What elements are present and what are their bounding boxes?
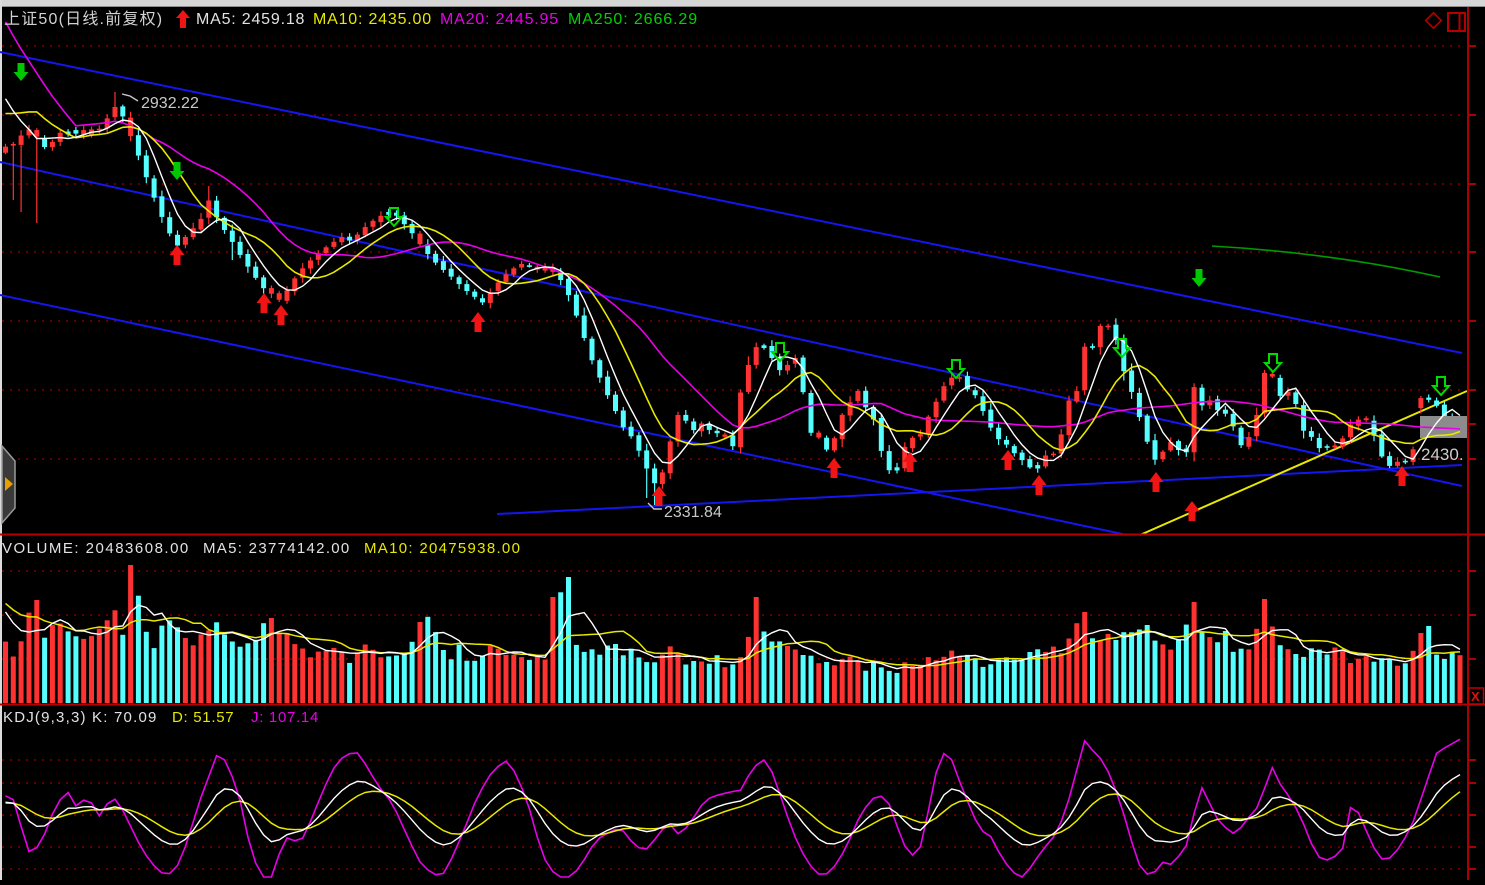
svg-text:2430.: 2430. [1421,445,1464,464]
svg-text:MA5: 23774142.00: MA5: 23774142.00 [203,540,351,557]
svg-text:2932.22: 2932.22 [141,95,199,112]
svg-text:2331.84: 2331.84 [664,504,722,521]
svg-text:VOLUME: 20483608.00: VOLUME: 20483608.00 [2,540,190,557]
svg-text:D: 51.57: D: 51.57 [172,709,234,726]
svg-text:J: 107.14: J: 107.14 [251,709,319,726]
svg-text:X: X [1471,689,1480,704]
svg-text:KDJ(9,3,3) K: 70.09: KDJ(9,3,3) K: 70.09 [3,709,158,726]
svg-text:MA250: 2666.29: MA250: 2666.29 [568,11,698,28]
svg-text:MA20: 2445.95: MA20: 2445.95 [440,11,559,28]
svg-text:MA10: 2435.00: MA10: 2435.00 [313,11,432,28]
svg-text:上证50(日线.前复权): 上证50(日线.前复权) [4,10,163,28]
svg-text:MA5: 2459.18: MA5: 2459.18 [196,11,305,28]
svg-text:MA10: 20475938.00: MA10: 20475938.00 [364,540,521,557]
